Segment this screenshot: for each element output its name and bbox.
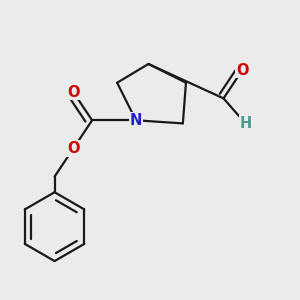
Text: O: O — [67, 85, 80, 100]
Text: N: N — [130, 113, 142, 128]
Text: O: O — [236, 63, 248, 78]
Text: H: H — [239, 116, 251, 131]
Text: O: O — [67, 141, 80, 156]
